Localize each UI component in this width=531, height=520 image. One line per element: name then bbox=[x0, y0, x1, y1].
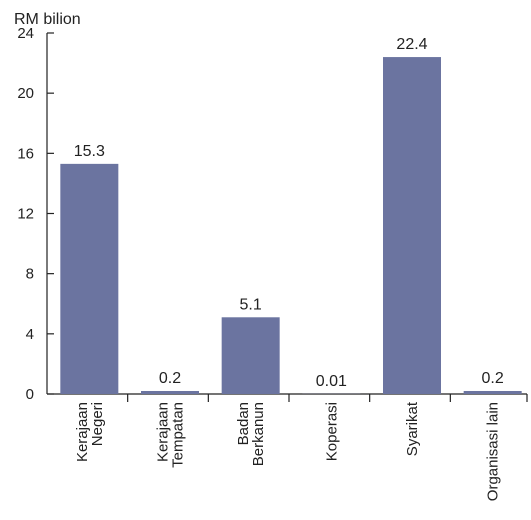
bar bbox=[383, 57, 441, 395]
x-category-label-line: Badan bbox=[235, 402, 252, 445]
x-category-label-line: Tempatan bbox=[170, 402, 187, 468]
x-category-label: KerajaanTempatan bbox=[155, 402, 187, 468]
x-category-label-line: Koperasi bbox=[323, 402, 340, 461]
x-category-label-line: Kerajaan bbox=[155, 402, 172, 462]
bar-value-label: 22.4 bbox=[396, 36, 427, 53]
y-ticks: 0 4 8 12 16 20 24 bbox=[17, 25, 528, 403]
y-tick-label: 16 bbox=[17, 145, 34, 162]
bars bbox=[60, 57, 522, 395]
bar-value-label: 0.2 bbox=[482, 370, 504, 387]
bar bbox=[60, 163, 119, 394]
y-tick-label: 4 bbox=[26, 326, 34, 343]
x-category-label: KerajaanNegeri bbox=[74, 402, 106, 462]
x-category-label-line: Kerajaan bbox=[74, 402, 91, 462]
y-axis-label: RM bilion bbox=[14, 11, 81, 28]
x-category-label-line: Syarikat bbox=[404, 401, 421, 456]
x-category-labels: KerajaanNegeri KerajaanTempatan BadanBerka… bbox=[74, 401, 502, 501]
bar-value-label: 0.01 bbox=[316, 373, 347, 390]
bar-value-label: 0.2 bbox=[159, 370, 181, 387]
bar bbox=[463, 390, 522, 394]
bar bbox=[141, 390, 199, 394]
x-category-label: Organisasi lain bbox=[485, 402, 502, 501]
x-category-label-line: Negeri bbox=[89, 402, 106, 446]
y-tick-label: 12 bbox=[17, 206, 34, 223]
bar-value-label: 5.1 bbox=[240, 296, 262, 313]
x-category-label: BadanBerkanun bbox=[235, 402, 267, 466]
y-tick-label: 20 bbox=[17, 85, 34, 102]
bar bbox=[221, 317, 280, 394]
x-category-label: Syarikat bbox=[404, 401, 421, 456]
value-labels: 15.3 0.2 5.1 0.01 22.4 0.2 bbox=[74, 36, 504, 390]
bar-value-label: 15.3 bbox=[74, 143, 105, 160]
x-category-label-line: Berkanun bbox=[250, 402, 267, 466]
x-category-label-line: Organisasi lain bbox=[485, 402, 502, 501]
y-tick-label: 24 bbox=[17, 25, 34, 42]
y-tick-label: 0 bbox=[26, 386, 34, 403]
x-category-label: Koperasi bbox=[323, 402, 340, 461]
y-tick-label: 8 bbox=[26, 266, 34, 283]
